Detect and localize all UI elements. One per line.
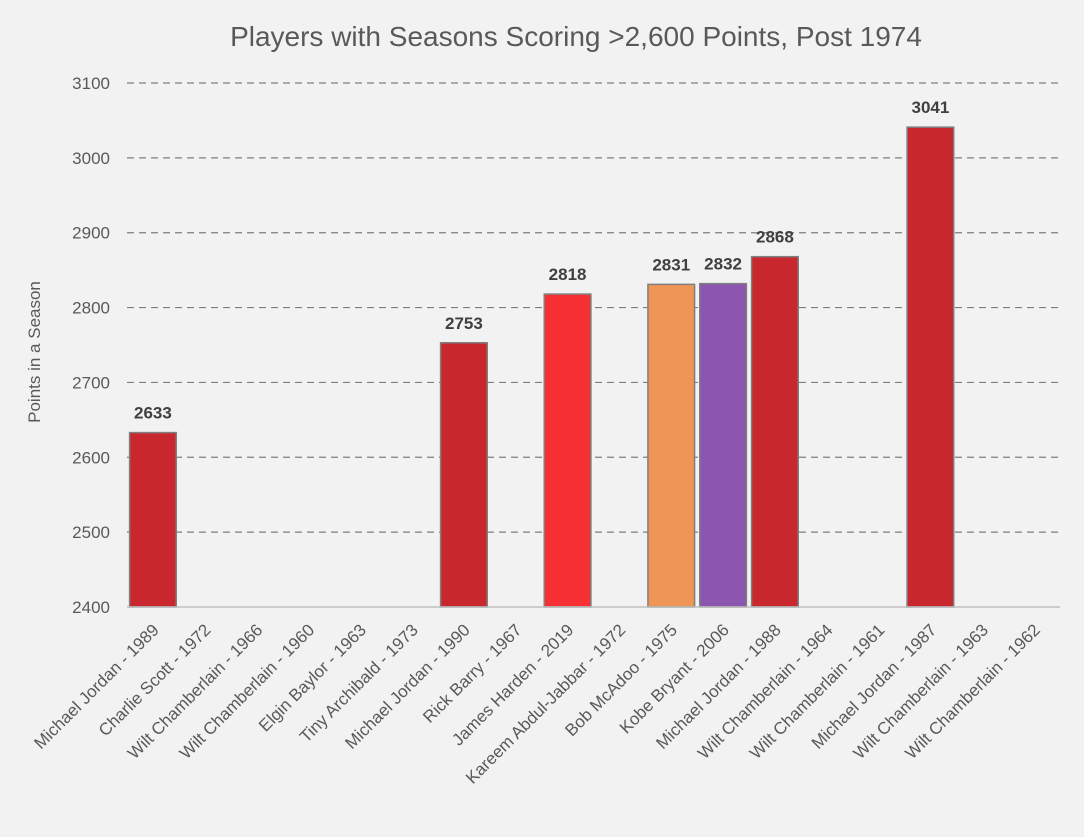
bar [750, 255, 799, 608]
data-label: 2633 [134, 404, 172, 423]
data-label: 2832 [704, 255, 742, 274]
y-axis-ticks: 2400 2500 2600 2700 2800 2900 3000 3100 [72, 74, 110, 617]
y-tick-label: 2500 [72, 523, 110, 542]
data-label: 2753 [445, 314, 483, 333]
data-label: 2868 [756, 228, 794, 247]
y-tick-label: 2700 [72, 373, 110, 392]
data-label: 3041 [912, 98, 950, 117]
y-tick-label: 2600 [72, 448, 110, 467]
y-tick-label: 2900 [72, 224, 110, 243]
bar [439, 342, 488, 608]
bars [128, 126, 955, 608]
chart-title: Players with Seasons Scoring >2,600 Poin… [230, 21, 922, 52]
data-label: 2818 [549, 265, 587, 284]
y-tick-label: 3000 [72, 149, 110, 168]
y-tick-label: 2800 [72, 299, 110, 318]
y-axis-label: Points in a Season [25, 281, 44, 423]
bar [543, 293, 592, 608]
bar [906, 126, 955, 608]
y-tick-label: 2400 [72, 598, 110, 617]
bar [128, 431, 177, 608]
data-label: 2831 [652, 255, 690, 274]
data-labels: 2633 2753 2818 2831 2832 2868 3041 [134, 98, 949, 422]
bar [699, 282, 748, 608]
bar [647, 283, 696, 608]
y-tick-label: 3100 [72, 74, 110, 93]
